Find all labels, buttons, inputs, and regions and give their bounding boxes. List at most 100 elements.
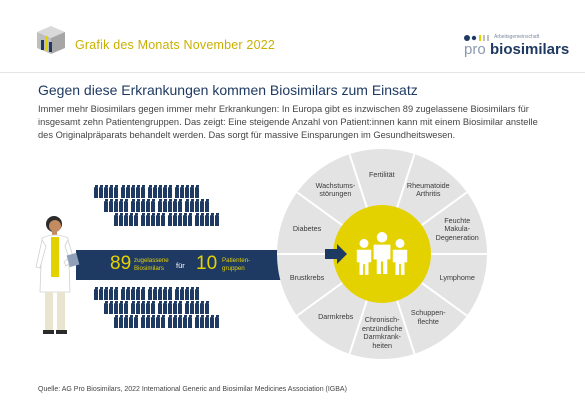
vial-icon [104, 301, 108, 314]
vial-row [104, 301, 264, 317]
vial-icon [141, 185, 145, 198]
vials-bottom-group [94, 287, 264, 331]
wheel-divider [348, 300, 368, 355]
wheel-divider [296, 281, 343, 317]
vial-icon [163, 287, 167, 300]
disease-label: Lymphome [440, 273, 475, 283]
vial-icon [158, 185, 162, 198]
doctor-illustration [35, 216, 80, 334]
vial-icon [183, 213, 187, 226]
vial-icon [195, 185, 199, 198]
vial-icon [129, 315, 133, 328]
disease-label-line: Diabetes [292, 224, 322, 234]
vial-icon [173, 213, 177, 226]
chart-cube-icon [37, 26, 65, 54]
vial-icon [109, 301, 113, 314]
vial-icon [114, 199, 118, 212]
headline: Gegen diese Erkrankungen kommen Biosimil… [38, 82, 418, 98]
source-note: Quelle: AG Pro Biosimilars, 2022 Interna… [38, 386, 347, 393]
person-icon [392, 238, 408, 275]
disease-label: Feuchte Makula- Degeneration [435, 215, 479, 243]
vial-icon [146, 301, 150, 314]
vial-icon [168, 199, 172, 212]
disease-label-line: Degeneration [435, 232, 479, 242]
vial-icon [178, 301, 182, 314]
brand-pro-text: pro [464, 41, 486, 58]
vial-icon [119, 199, 123, 212]
vial-icon [136, 185, 140, 198]
disease-label-line: Fertilität [369, 169, 395, 179]
vial-icon [109, 199, 113, 212]
disease-label-line: Darmkrank- [363, 332, 401, 342]
vial-icon [215, 315, 219, 328]
vial-icon [136, 199, 140, 212]
vial-icon [114, 301, 118, 314]
vial-icon [124, 301, 128, 314]
vial-icon [190, 199, 194, 212]
vial-icon [205, 315, 209, 328]
person-icon [373, 232, 391, 275]
vial-icon [168, 185, 172, 198]
patient-label-line1: Patienten- [222, 257, 251, 264]
vial-icon [178, 315, 182, 328]
vial-icon [129, 213, 133, 226]
vial-icon [104, 199, 108, 212]
vial-icon [104, 287, 108, 300]
disease-label-line: Feuchte [444, 215, 471, 225]
biosimilar-label-line2: Biosimilars [134, 264, 164, 272]
header-divider [0, 72, 585, 73]
disease-label-line: Brustkrebs [289, 272, 325, 282]
disease-label: Rheumatoide Arthritis [406, 180, 450, 199]
vial-icon [124, 213, 128, 226]
disease-label-line: Arthritis [416, 189, 441, 199]
page-header-title: Grafik des Monats November 2022 [75, 38, 276, 52]
patient-group-label: Patienten- gruppen [222, 257, 250, 272]
vial-icon [195, 301, 199, 314]
brand-small-text: Arbeitsgemeinschaft [494, 34, 540, 40]
vial-icon [151, 199, 155, 212]
vial-icon [180, 185, 184, 198]
vial-icon [146, 213, 150, 226]
vial-icon [163, 301, 167, 314]
vial-icon [205, 301, 209, 314]
vial-icon [161, 213, 165, 226]
wheel-divider [421, 281, 468, 317]
vial-icon [99, 287, 103, 300]
disease-label: Diabetes [292, 224, 322, 234]
vial-icon [188, 315, 192, 328]
vial-icon [173, 199, 177, 212]
disease-label-line: Rheumatoide [406, 180, 450, 190]
arrow-icon [325, 244, 347, 264]
vial-icon [158, 287, 162, 300]
vial-icon [131, 199, 135, 212]
vial-icon [141, 301, 145, 314]
vial-icon [205, 213, 209, 226]
vial-icon [141, 199, 145, 212]
vial-icon [148, 287, 152, 300]
disease-label-line: Wachstums- [315, 180, 356, 190]
vial-icon [153, 185, 157, 198]
vial-icon [99, 185, 103, 198]
disease-label: Darmkrebs [318, 313, 353, 322]
vial-icon [104, 185, 108, 198]
patient-label-line2: gruppen [222, 264, 245, 272]
vial-row [114, 315, 264, 331]
info-band [76, 250, 274, 280]
wheel-divider [296, 191, 343, 227]
vial-icon [126, 287, 130, 300]
vial-icon [200, 315, 204, 328]
vial-icon [188, 213, 192, 226]
vial-icon [119, 213, 123, 226]
disease-label-line: flechte [417, 317, 439, 326]
vial-icon [168, 287, 172, 300]
intro-paragraph: Immer mehr Biosimilars gegen immer mehr … [38, 104, 538, 140]
vial-icon [121, 185, 125, 198]
vial-icon [156, 213, 160, 226]
vial-icon [151, 301, 155, 314]
vial-icon [168, 213, 172, 226]
vial-icon [114, 315, 118, 328]
vial-icon [109, 185, 113, 198]
vial-row [94, 185, 264, 201]
vial-icon [175, 185, 179, 198]
vial-icon [153, 287, 157, 300]
